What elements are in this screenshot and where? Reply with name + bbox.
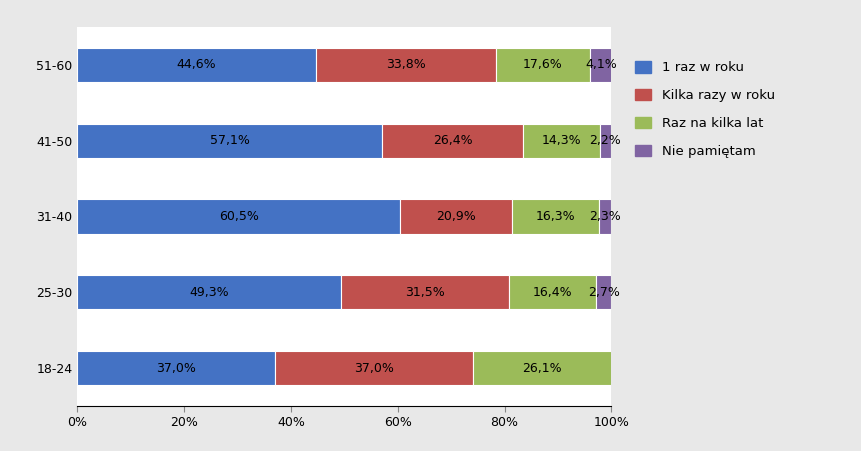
Bar bbox=[496, 48, 590, 82]
Bar bbox=[473, 351, 612, 385]
Text: 2,3%: 2,3% bbox=[589, 210, 621, 223]
Text: 31,5%: 31,5% bbox=[405, 286, 444, 299]
Text: 44,6%: 44,6% bbox=[177, 59, 216, 71]
Bar bbox=[400, 199, 512, 234]
Bar bbox=[599, 199, 611, 234]
Bar bbox=[77, 275, 341, 309]
Bar bbox=[509, 275, 597, 309]
Text: 20,9%: 20,9% bbox=[437, 210, 476, 223]
Bar bbox=[341, 275, 509, 309]
Text: 33,8%: 33,8% bbox=[386, 59, 425, 71]
Bar bbox=[523, 124, 599, 158]
Bar bbox=[512, 199, 599, 234]
Text: 37,0%: 37,0% bbox=[157, 362, 196, 374]
Text: 60,5%: 60,5% bbox=[219, 210, 259, 223]
Bar bbox=[597, 275, 610, 309]
Bar bbox=[590, 48, 612, 82]
Text: 26,1%: 26,1% bbox=[523, 362, 562, 374]
Bar bbox=[77, 124, 382, 158]
Text: 16,4%: 16,4% bbox=[533, 286, 573, 299]
Bar bbox=[382, 124, 523, 158]
Bar bbox=[77, 48, 316, 82]
Text: 17,6%: 17,6% bbox=[523, 59, 563, 71]
Text: 14,3%: 14,3% bbox=[542, 134, 581, 147]
Text: 2,7%: 2,7% bbox=[587, 286, 620, 299]
Bar bbox=[316, 48, 496, 82]
Bar bbox=[599, 124, 611, 158]
Text: 16,3%: 16,3% bbox=[536, 210, 575, 223]
Bar bbox=[77, 351, 275, 385]
Text: 4,1%: 4,1% bbox=[585, 59, 616, 71]
Bar bbox=[77, 199, 400, 234]
Text: 37,0%: 37,0% bbox=[354, 362, 393, 374]
Legend: 1 raz w roku, Kilka razy w roku, Raz na kilka lat, Nie pamiętam: 1 raz w roku, Kilka razy w roku, Raz na … bbox=[635, 61, 775, 158]
Text: 26,4%: 26,4% bbox=[433, 134, 473, 147]
Text: 57,1%: 57,1% bbox=[210, 134, 250, 147]
Text: 2,2%: 2,2% bbox=[590, 134, 622, 147]
Bar bbox=[275, 351, 473, 385]
Text: 49,3%: 49,3% bbox=[189, 286, 229, 299]
